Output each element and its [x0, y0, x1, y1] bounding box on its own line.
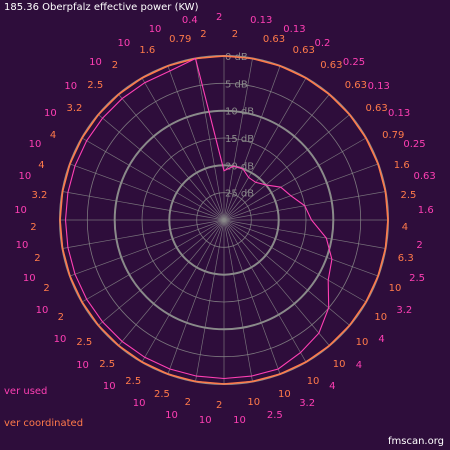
outer-label: 0.63 [365, 103, 388, 115]
outer-label: 10 [374, 311, 388, 323]
outer-label: 10 [44, 108, 57, 120]
outer-label: 2 [184, 397, 191, 409]
outer-label: 4 [401, 221, 409, 233]
outer-label: 0.63 [344, 79, 367, 91]
outer-label: 2 [30, 221, 37, 233]
outer-label: 2.5 [99, 358, 116, 370]
outer-label: 10 [18, 171, 32, 183]
outer-label: 0.13 [283, 23, 306, 35]
outer-label: 0.63 [413, 171, 436, 183]
outer-label: 2 [216, 400, 223, 411]
outer-label: 10 [35, 304, 49, 316]
outer-label: 3.2 [299, 398, 316, 410]
outer-label: 3.2 [66, 103, 83, 115]
outer-label: 10 [22, 273, 36, 285]
grid-ring [141, 137, 307, 303]
outer-label: 10 [102, 381, 116, 393]
outer-label: 1.6 [417, 205, 434, 217]
outer-label: 10 [233, 415, 246, 427]
outer-label: 2.5 [125, 376, 142, 388]
grid-ring [168, 164, 280, 276]
grid-spokes [60, 56, 388, 384]
outer-label: 3.2 [396, 304, 413, 316]
outer-label: 10 [15, 239, 29, 251]
outer-label: 1.6 [139, 44, 156, 56]
series-line-coordinated [59, 55, 389, 385]
outer-label: 0.25 [342, 56, 366, 68]
outer-label: 10 [388, 283, 402, 295]
outer-label: 2.5 [76, 336, 93, 348]
outer-label: 0.79 [382, 130, 405, 142]
series-layer [59, 55, 389, 385]
legend-coordinated: ver coordinated [4, 418, 84, 429]
outer-label: 0.63 [292, 44, 315, 56]
outer-label: 10 [165, 409, 178, 421]
ring-label: 20 dB [225, 161, 254, 172]
outer-label: 2 [200, 28, 207, 40]
outer-label: 6.3 [397, 253, 414, 265]
grid-ring [196, 192, 252, 248]
outer-label: 10 [14, 205, 27, 217]
outer-label: 2 [231, 28, 239, 40]
outer-label: 4 [329, 381, 336, 393]
outer-label: 0.13 [250, 14, 273, 26]
outer-label: 0.4 [181, 14, 198, 26]
outer-label: 10 [355, 336, 369, 348]
outer-label: 3.2 [31, 190, 48, 202]
outer-label: 0.13 [388, 108, 411, 120]
outer-label: 2 [34, 253, 41, 265]
outer-label: 0.13 [367, 80, 390, 92]
outer-label: 0.2 [314, 37, 331, 49]
outer-label: 1.6 [393, 159, 410, 171]
outer-label: 2.5 [87, 79, 104, 91]
outer-label: 10 [117, 37, 131, 49]
outer-label: 10 [89, 56, 102, 68]
outer-label: 0.63 [320, 59, 343, 71]
outer-label: 10 [306, 376, 320, 388]
series-line-used [64, 57, 333, 380]
ring-label: 10 dB [225, 107, 254, 118]
outer-label: 2.5 [400, 190, 417, 202]
outer-label: 10 [198, 415, 212, 427]
outer-label: 4 [38, 159, 45, 171]
outer-label: 10 [28, 138, 42, 150]
outer-label: 10 [332, 358, 346, 370]
outer-label: 4 [49, 130, 57, 142]
grid-ring [86, 82, 362, 358]
outer-label: 4 [378, 334, 385, 346]
grid-ring [113, 109, 335, 331]
outer-label: 2 [216, 12, 223, 23]
outer-label: 10 [132, 398, 146, 410]
outer-label: 0.25 [403, 138, 426, 150]
ring-label: 5 dB [225, 79, 248, 90]
outer-label: 2 [57, 311, 64, 323]
outer-label: 10 [76, 359, 89, 371]
outer-label: 2.5 [154, 389, 170, 401]
ring-label: 25 dB [225, 189, 254, 200]
ring-label: 15 dB [225, 134, 254, 145]
outer-label: 0.79 [169, 34, 192, 45]
outer-label: 10 [278, 389, 291, 401]
outer-label: 2.5 [266, 409, 283, 421]
outer-label: 2 [43, 283, 50, 295]
outer-label: 2 [111, 59, 119, 71]
outer-label: 10 [64, 80, 78, 92]
outer-label: 10 [247, 397, 261, 409]
outer-label: 4 [355, 359, 363, 371]
outer-label: 2 [416, 239, 423, 251]
chart-title: 185.36 Oberpfalz effective power (KW) [4, 2, 199, 13]
outer-label: 0.63 [262, 34, 286, 45]
outer-label: 10 [148, 23, 162, 35]
outer-label: 10 [53, 334, 67, 346]
legend-used: ver used [4, 386, 48, 397]
watermark: fmscan.org [387, 436, 444, 447]
outer-label: 2.5 [409, 273, 425, 285]
